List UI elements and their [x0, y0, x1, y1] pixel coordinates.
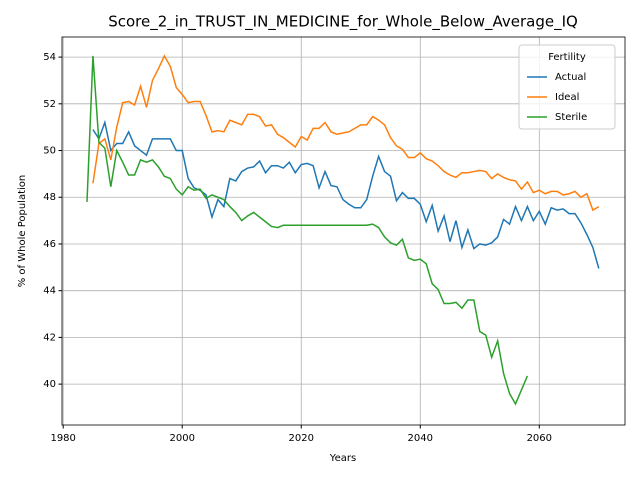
y-tick-label: 46	[43, 239, 56, 250]
y-tick-label: 48	[43, 192, 56, 203]
series-line	[92, 119, 600, 269]
x-tick-label: 1980	[50, 433, 75, 444]
y-tick-label: 42	[43, 332, 56, 343]
x-tick-label: 2040	[408, 433, 433, 444]
legend: Fertility Actual Ideal Sterile	[518, 44, 616, 130]
series-line	[92, 54, 600, 212]
plot-frame	[61, 36, 626, 426]
x-tick-label: 2000	[169, 433, 194, 444]
y-tick-label: 52	[43, 99, 56, 110]
y-axis-label: % of Whole Population	[17, 175, 28, 288]
series-line	[86, 55, 529, 406]
y-tick-label: 44	[43, 286, 56, 297]
x-tick-label: 2060	[527, 433, 552, 444]
y-tick-label: 50	[43, 146, 56, 157]
x-axis-label: Years	[329, 453, 356, 464]
legend-box	[518, 44, 616, 130]
x-tick-label: 2020	[289, 433, 314, 444]
y-tick-label: 40	[43, 379, 56, 390]
legend-label: Actual	[555, 72, 586, 83]
legend-label: Sterile	[555, 112, 587, 123]
legend-title: Fertility	[548, 52, 586, 63]
legend-label: Ideal	[555, 92, 579, 103]
y-tick-label: 54	[43, 52, 56, 63]
chart-title: Score_2_in_TRUST_IN_MEDICINE_for_Whole_B…	[108, 13, 578, 32]
